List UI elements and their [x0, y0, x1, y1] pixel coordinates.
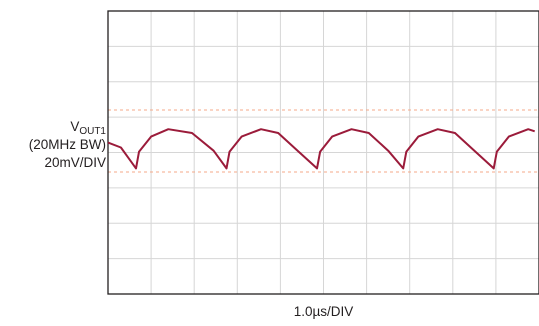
x-axis-label: 1.0µs/DIV	[293, 304, 354, 319]
grid	[108, 11, 539, 294]
y-label-signal: VOUT1	[70, 119, 106, 140]
y-label-scale: 20mV/DIV	[44, 155, 106, 170]
y-label-bandwidth: (20MHz BW)	[28, 137, 106, 152]
vout1-trace	[107, 128, 536, 170]
y-label-subscript: OUT1	[79, 126, 106, 137]
plot-frame	[107, 10, 539, 295]
y-label-v: V	[70, 119, 80, 134]
